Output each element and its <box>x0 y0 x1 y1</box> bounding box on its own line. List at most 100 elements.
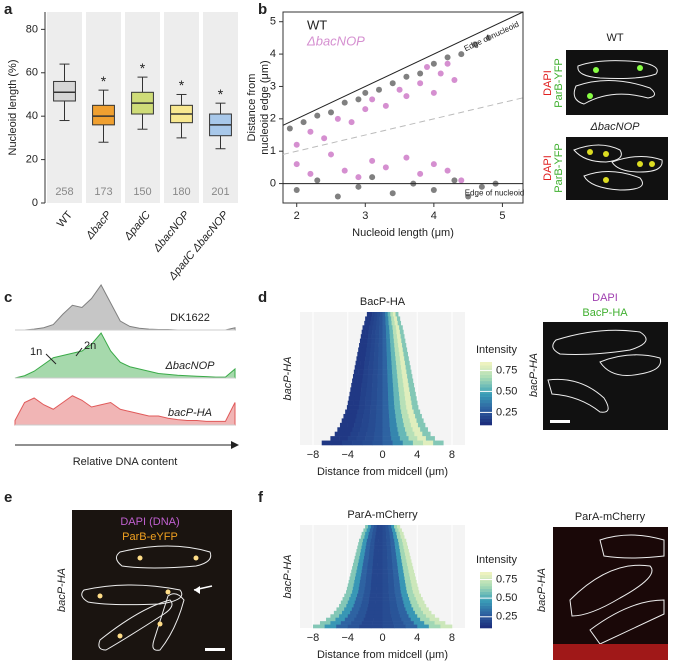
heat-cell <box>368 422 376 428</box>
heat-cell <box>397 320 402 326</box>
heat-cell <box>378 538 383 543</box>
x-tick-label: −8 <box>307 632 320 644</box>
heat-cell <box>403 422 412 428</box>
heat-cell <box>423 440 434 446</box>
heat-cell <box>392 369 398 375</box>
heat-cell <box>388 409 396 415</box>
heat-cell <box>337 427 346 432</box>
heat-cell <box>382 374 388 379</box>
colorbar-label: Intensity <box>476 554 517 566</box>
heat-cell <box>366 538 372 543</box>
heat-cell <box>394 400 401 406</box>
heat-cell <box>392 531 397 536</box>
colorbar-tick-label: 0.25 <box>496 406 517 418</box>
heat-cell <box>364 535 369 540</box>
heat-cell <box>370 320 374 326</box>
y-axis-label: nucleoid edge (μm) <box>259 60 271 154</box>
heat-cell <box>363 617 374 622</box>
heat-cell <box>368 600 376 605</box>
heat-cell <box>382 552 388 557</box>
colorbar-step <box>480 608 492 612</box>
heat-cell <box>358 590 365 594</box>
y-tick-label: 60 <box>26 67 38 79</box>
heat-cell <box>363 338 368 344</box>
heat-cell <box>347 614 357 618</box>
heat-cell <box>418 603 427 608</box>
heat-cell <box>396 334 401 339</box>
heat-cell <box>391 614 401 618</box>
heat-cell <box>374 312 378 317</box>
heat-cell <box>408 614 418 618</box>
heat-cell <box>388 400 395 406</box>
heat-cell <box>379 531 383 536</box>
peak-label: 1n <box>30 346 42 358</box>
heat-cell <box>368 559 374 564</box>
colorbar-step <box>480 583 492 587</box>
heat-cell <box>382 586 389 591</box>
heat-cell <box>382 593 390 598</box>
colorbar-step <box>480 384 492 388</box>
heat-cell <box>398 347 404 353</box>
panel-label: d <box>258 289 267 306</box>
heat-cell <box>412 590 420 594</box>
heat-cell <box>403 351 408 357</box>
heat-cell <box>375 422 383 428</box>
heat-cell <box>396 531 401 536</box>
heat-cell <box>361 351 367 357</box>
heat-cell <box>370 405 377 410</box>
heat-cell <box>358 542 363 546</box>
heat-cell <box>362 597 370 601</box>
heat-cell <box>355 576 361 581</box>
heat-cell <box>360 391 367 397</box>
significance-mark: * <box>218 86 224 102</box>
heat-cell <box>362 440 373 446</box>
heat-cell <box>350 593 358 598</box>
heat-cell <box>393 334 398 339</box>
heat-cell <box>382 555 388 560</box>
heat-cell <box>364 405 371 410</box>
heat-cell <box>376 583 383 588</box>
legend-label: WT <box>307 17 327 32</box>
heat-cell <box>406 559 412 564</box>
heat-cell <box>402 418 411 424</box>
heat-cell <box>396 365 402 370</box>
heat-cell <box>399 400 406 406</box>
heat-cell <box>388 593 396 598</box>
heat-cell <box>386 545 392 550</box>
y-tick-label: 20 <box>26 153 38 165</box>
heat-cell <box>368 603 376 608</box>
heat-cell <box>382 431 391 437</box>
point <box>348 119 355 126</box>
heat-cell <box>391 316 395 322</box>
heat-cell <box>385 325 390 331</box>
heat-cell <box>377 566 383 570</box>
heat-cell <box>349 391 356 397</box>
heat-cell <box>347 436 357 441</box>
heat-cell <box>371 338 376 344</box>
x-tick-label: 4 <box>414 449 420 461</box>
heat-cell <box>362 542 367 546</box>
heat-cell <box>406 590 414 594</box>
y-tick-label: 80 <box>26 23 38 35</box>
heat-cell <box>399 351 404 357</box>
heat-cell <box>403 387 410 393</box>
point <box>382 164 389 171</box>
heat-cell <box>397 374 403 379</box>
heat-cell <box>400 405 407 410</box>
heat-cell <box>394 590 402 594</box>
heat-cell <box>370 624 383 629</box>
heat-cell <box>398 538 403 543</box>
heat-cell <box>360 360 365 366</box>
x-tick-label: 2 <box>294 210 300 222</box>
heat-cell <box>386 351 392 357</box>
heat-cell <box>406 586 413 591</box>
heat-cell <box>358 586 365 591</box>
heat-cell <box>366 542 371 546</box>
heat-cell <box>363 555 369 560</box>
heat-cell <box>367 338 372 344</box>
heat-cell <box>376 405 383 410</box>
heat-cell <box>406 610 416 615</box>
heat-cell <box>341 440 353 446</box>
heat-cell <box>382 610 391 615</box>
heat-cell <box>355 418 363 424</box>
